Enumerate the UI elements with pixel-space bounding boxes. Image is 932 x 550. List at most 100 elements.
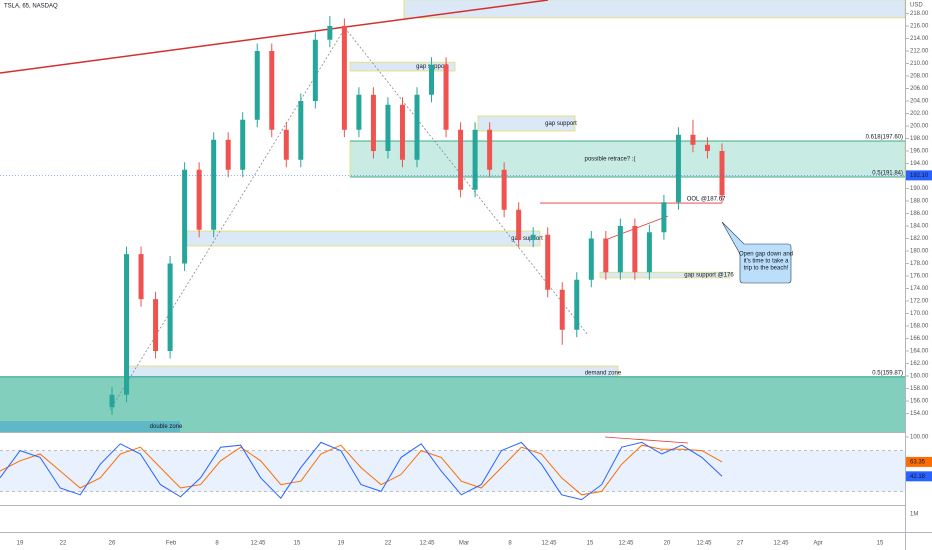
candle-body	[182, 169, 188, 264]
volume-scale: 1M	[910, 512, 918, 518]
y-tick-label: 158.00	[910, 386, 929, 392]
plot: OOL @187.67	[0, 0, 905, 415]
x-tick-label: 15	[877, 541, 884, 547]
candle-body	[327, 26, 333, 40]
candle-body	[414, 94, 420, 160]
callout-bubble	[721, 221, 792, 284]
callout-text: trip to the beach!	[744, 266, 789, 272]
y-tick-label: 190.00	[910, 186, 929, 192]
x-tick-label: 20	[664, 541, 671, 547]
y-tick-label: 162.00	[910, 361, 929, 367]
zone-label: possible retrace? :(	[584, 157, 635, 163]
x-tick-label: 26	[109, 541, 116, 547]
candle-body	[211, 139, 217, 230]
y-tick-label: 176.00	[910, 274, 929, 280]
fib-label: 0.5(159.87)	[872, 370, 903, 376]
zone	[599, 271, 731, 279]
y-tick-label: 200.00	[910, 124, 929, 130]
candle-body	[458, 129, 464, 190]
zone	[349, 61, 456, 72]
trend-line	[0, 0, 549, 74]
y-tick-label: 218.00	[910, 11, 929, 17]
candle-body	[138, 254, 144, 300]
x-tick-label: 12:45	[696, 541, 712, 547]
candle-body	[516, 209, 522, 240]
gap-label: OOL @187.67	[687, 197, 726, 203]
y-tick-label: 182.00	[910, 236, 929, 242]
y-tick-label: 198.00	[910, 136, 929, 142]
candle-body	[385, 104, 391, 151]
stoch-line	[0, 444, 723, 496]
price-tag	[906, 170, 932, 181]
candle-body	[690, 134, 696, 145]
x-tick-label: 19	[17, 541, 24, 547]
x-tick-label: 22	[385, 541, 392, 547]
candle-body	[646, 232, 652, 273]
candle-body	[443, 64, 449, 130]
zone-label: double zone	[150, 424, 183, 430]
candle-body	[632, 226, 638, 273]
x-tick-label: 19	[338, 541, 345, 547]
y-tick-label: 164.00	[910, 349, 929, 355]
fib-label: 0.5(191.84)	[872, 171, 903, 177]
candle-body	[196, 169, 202, 230]
stoch-divergence	[604, 436, 689, 444]
y-tick-label: 172.00	[910, 299, 929, 305]
x-tick-label: 12:45	[541, 541, 557, 547]
candle-body	[298, 101, 304, 160]
candle-body	[225, 139, 231, 170]
y-tick-label: 214.00	[910, 36, 929, 42]
stoch-line	[0, 441, 723, 501]
candle-body	[704, 144, 710, 151]
y-tick-label: 204.00	[910, 99, 929, 105]
candle-body	[283, 129, 289, 160]
candle-body	[559, 289, 565, 330]
x-tick-label: 12:45	[773, 541, 789, 547]
currency: USD	[910, 3, 923, 9]
fib-diagonal	[109, 27, 346, 411]
price-tag-label: 192.10	[910, 173, 929, 179]
y-tick-label: 160.00	[910, 374, 929, 380]
fib-label: 0.618(197.60)	[866, 135, 903, 141]
x-tick-label: Mar	[459, 541, 469, 547]
x-tick-label: 22	[60, 541, 67, 547]
zone	[184, 230, 541, 247]
x-tick-label: 15	[587, 541, 594, 547]
chart-title: TSLA, 65, NASDAQ	[4, 4, 58, 10]
y-tick-label: 184.00	[910, 224, 929, 230]
candle-body	[617, 226, 623, 273]
candle-body	[370, 94, 376, 151]
candle-body	[429, 64, 435, 95]
candle-body	[501, 169, 507, 210]
candle-body	[124, 254, 130, 395]
y-tick-label: 186.00	[910, 211, 929, 217]
stoch-tag-label: 63.35	[910, 460, 926, 466]
callout-text: it's time to take a	[744, 259, 789, 265]
y-tick-label: 154.00	[910, 411, 929, 417]
y-tick-label: 196.00	[910, 149, 929, 155]
y-tick-label: 208.00	[910, 74, 929, 80]
y-tick-label: 168.00	[910, 324, 929, 330]
zone	[0, 421, 180, 432]
candle-body	[167, 263, 173, 351]
stoch-tag-label: 42.18	[910, 474, 926, 480]
candle-body	[341, 26, 347, 130]
candle-body	[661, 202, 667, 233]
candle-body	[719, 151, 725, 196]
y-tick-label: 174.00	[910, 286, 929, 292]
candle-body	[109, 394, 115, 408]
x-tick-label: 12:45	[618, 541, 634, 547]
y-tick-label: 210.00	[910, 61, 929, 67]
candle-body	[472, 129, 478, 190]
x-tick-label: 12:45	[250, 541, 266, 547]
y-tick-label: 216.00	[910, 24, 929, 30]
y-tick-label: 194.00	[910, 161, 929, 167]
candle-body	[240, 119, 246, 170]
y-tick-label: 212.00	[910, 49, 929, 55]
zone-label: gap support	[511, 236, 543, 242]
zone-label: gap support	[545, 121, 577, 127]
y-tick-label: 188.00	[910, 199, 929, 205]
zone	[349, 140, 906, 178]
y-tick-label: 202.00	[910, 111, 929, 117]
